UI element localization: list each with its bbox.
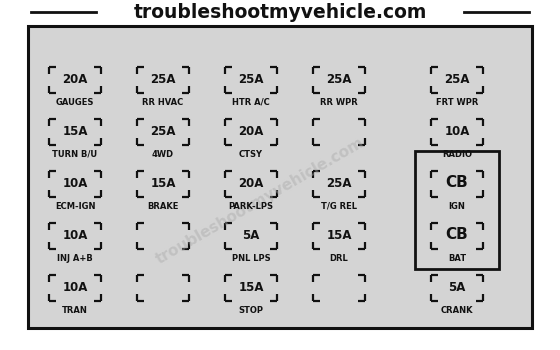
Text: RADIO: RADIO xyxy=(442,150,472,159)
Text: 25A: 25A xyxy=(326,177,352,190)
Text: 15A: 15A xyxy=(238,281,264,294)
Text: PARK-LPS: PARK-LPS xyxy=(228,202,273,211)
Text: 10A: 10A xyxy=(62,281,88,294)
Text: CRANK: CRANK xyxy=(441,306,473,315)
Text: 15A: 15A xyxy=(326,229,352,241)
Text: GAUGES: GAUGES xyxy=(56,98,94,107)
Text: STOP: STOP xyxy=(239,306,264,315)
Bar xyxy=(415,151,499,269)
Text: IGN: IGN xyxy=(449,202,465,211)
Text: 20A: 20A xyxy=(239,125,264,138)
Text: FRT WPR: FRT WPR xyxy=(436,98,478,107)
Text: troubleshootmyvehicle.com: troubleshootmyvehicle.com xyxy=(133,3,427,22)
Text: 5A: 5A xyxy=(242,229,260,241)
Text: ECM-IGN: ECM-IGN xyxy=(55,202,95,211)
Text: 25A: 25A xyxy=(326,73,352,86)
Text: 10A: 10A xyxy=(62,177,88,190)
Text: 25A: 25A xyxy=(150,73,176,86)
Text: RR WPR: RR WPR xyxy=(320,98,358,107)
Text: BRAKE: BRAKE xyxy=(147,202,179,211)
Text: RR HVAC: RR HVAC xyxy=(142,98,184,107)
Text: troubleshootmyvehicle.com: troubleshootmyvehicle.com xyxy=(153,135,367,267)
Text: CB: CB xyxy=(446,226,468,242)
Text: 10A: 10A xyxy=(62,229,88,241)
Text: 25A: 25A xyxy=(444,73,470,86)
Text: 5A: 5A xyxy=(449,281,466,294)
Text: 25A: 25A xyxy=(150,125,176,138)
Text: 20A: 20A xyxy=(62,73,88,86)
Text: T/G REL: T/G REL xyxy=(321,202,357,211)
Text: CB: CB xyxy=(446,175,468,190)
Text: PNL LPS: PNL LPS xyxy=(232,253,270,262)
Text: 25A: 25A xyxy=(238,73,264,86)
Text: DRL: DRL xyxy=(330,253,348,262)
Text: HTR A/C: HTR A/C xyxy=(232,98,270,107)
Text: 10A: 10A xyxy=(444,125,470,138)
Text: 20A: 20A xyxy=(239,177,264,190)
Text: CTSY: CTSY xyxy=(239,150,263,159)
Bar xyxy=(28,26,532,328)
Text: 15A: 15A xyxy=(62,125,88,138)
Text: TRAN: TRAN xyxy=(62,306,88,315)
Text: TURN B/U: TURN B/U xyxy=(53,150,97,159)
Text: 4WD: 4WD xyxy=(152,150,174,159)
Text: BAT: BAT xyxy=(448,253,466,262)
Text: INJ A+B: INJ A+B xyxy=(57,253,93,262)
Text: 15A: 15A xyxy=(150,177,176,190)
